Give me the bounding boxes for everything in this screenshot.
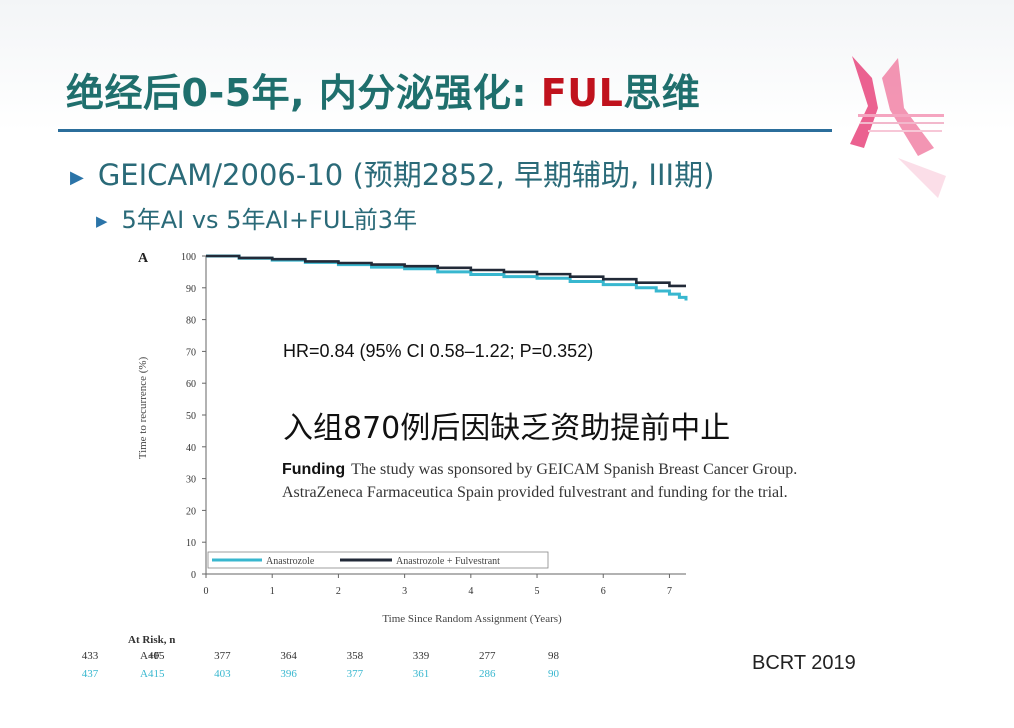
y-axis-label: Time to recurrence (%) — [137, 356, 149, 459]
at-risk-cell: 405 — [147, 650, 165, 662]
y-tick-label: 10 — [186, 538, 196, 549]
at-risk-row-anastrozole: A 437 415 403 396 377 361 286 90 — [82, 664, 708, 682]
series-line-combo — [206, 254, 686, 288]
at-risk-row-label: A — [140, 668, 148, 680]
at-risk-cell: 339 — [412, 650, 430, 662]
x-tick-label: 0 — [204, 586, 209, 597]
x-tick-label: 4 — [468, 586, 473, 597]
y-tick-label: 80 — [186, 316, 196, 327]
y-tick-label: 70 — [186, 347, 196, 358]
at-risk-row-label: A+F — [140, 650, 161, 662]
bullet-trial-text: GEICAM/2006-10 (预期2852, 早期辅助, III期) — [97, 158, 715, 192]
at-risk-table: At Risk, n A+F 433 405 377 364 358 339 277 98 A… — [82, 634, 708, 682]
pink-ribbon-logo-icon — [850, 56, 946, 198]
hazard-ratio-text: HR=0.84 (95% CI 0.58–1.22; P=0.352) — [283, 341, 594, 361]
x-tick-label: 7 — [667, 586, 672, 597]
at-risk-title: At Risk, n — [128, 634, 176, 646]
x-axis-label: Time Since Random Assignment (Years) — [382, 613, 562, 625]
x-tick-label: 3 — [402, 586, 407, 597]
slide-title: 绝经后0-5年, 内分泌强化: FUL思维 — [66, 62, 700, 117]
at-risk-cell: 364 — [280, 650, 297, 662]
y-tick-label: 40 — [186, 443, 196, 454]
at-risk-cell: 396 — [280, 668, 297, 680]
y-tick-label: 60 — [186, 379, 196, 390]
title-divider — [58, 129, 832, 132]
bullet-arms-text: 5年AI vs 5年AI+FUL前3年 — [121, 206, 418, 234]
y-tick-label: 100 — [181, 252, 196, 263]
at-risk-cell: 377 — [346, 668, 364, 680]
source-citation: BCRT 2019 — [752, 652, 856, 674]
legend-label-combo: Anastrozole + Fulvestrant — [396, 556, 500, 567]
bullet-triangle-icon: ▶ — [96, 212, 108, 230]
at-risk-cell: 277 — [478, 650, 496, 662]
y-tick-label: 30 — [186, 475, 196, 486]
bullet-arms: ▶ 5年AI vs 5年AI+FUL前3年 — [96, 200, 417, 235]
title-accent: FUL — [540, 71, 624, 115]
bullet-trial: ▶ GEICAM/2006-10 (预期2852, 早期辅助, III期) — [70, 152, 714, 194]
y-tick-label: 20 — [186, 506, 196, 517]
at-risk-cell: 358 — [346, 650, 364, 662]
funding-statement: Funding The study was sponsored by GEICAM… — [282, 458, 842, 504]
funding-text: The study was sponsored by GEICAM Spanis… — [282, 461, 798, 501]
legend-label-anastrozole: Anastrozole — [266, 556, 315, 567]
at-risk-cell: 403 — [214, 668, 231, 680]
at-risk-cell: 437 — [81, 668, 99, 680]
at-risk-cell: 377 — [214, 650, 231, 662]
at-risk-cell: 98 — [547, 650, 559, 662]
title-prefix: 绝经后0-5年, 内分泌强化: — [66, 71, 541, 115]
at-risk-cell: 286 — [478, 668, 496, 680]
x-tick-label: 6 — [601, 586, 606, 597]
at-risk-cell: 90 — [547, 668, 559, 680]
at-risk-cell: 415 — [147, 668, 165, 680]
x-tick-label: 1 — [270, 586, 275, 597]
early-termination-note: 入组870例后因缺乏资助提前中止 — [283, 411, 731, 446]
title-suffix: 思维 — [623, 71, 701, 115]
panel-label: A — [138, 251, 149, 266]
x-tick-label: 2 — [336, 586, 341, 597]
bullet-triangle-icon: ▶ — [70, 166, 84, 188]
at-risk-cell: 433 — [81, 650, 99, 662]
x-tick-label: 5 — [535, 586, 540, 597]
at-risk-cell: 361 — [412, 668, 430, 680]
at-risk-row-combo: A+F 433 405 377 364 358 339 277 98 — [82, 646, 708, 664]
km-chart: A Time to recurrence (%) Time Since Rand… — [137, 251, 688, 625]
funding-label: Funding — [282, 461, 346, 478]
y-tick-label: 50 — [186, 411, 196, 422]
y-tick-label: 90 — [186, 284, 196, 295]
legend: Anastrozole Anastrozole + Fulvestrant — [207, 551, 549, 569]
y-tick-label: 0 — [191, 570, 196, 581]
